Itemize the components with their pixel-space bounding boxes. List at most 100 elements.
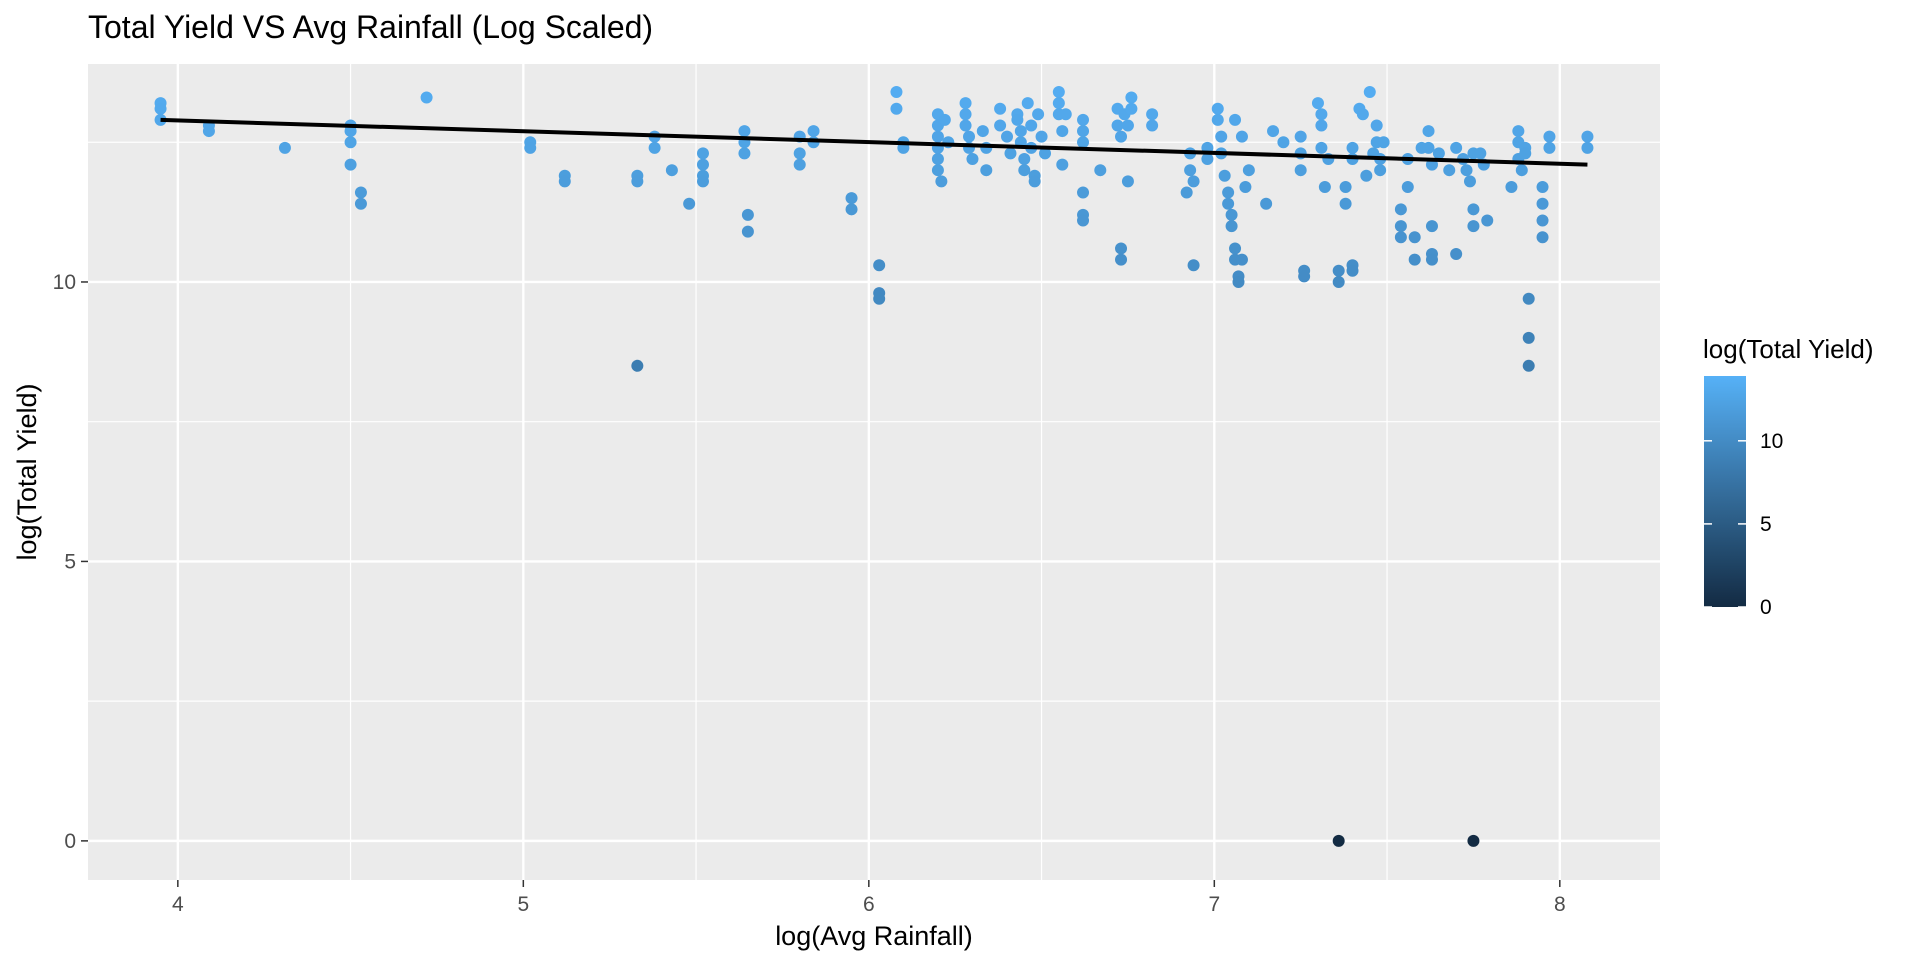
data-point [1187,259,1200,272]
data-point [1146,119,1159,132]
data-point [1543,141,1556,154]
data-point [665,164,678,177]
data-point [1581,130,1594,143]
data-point [1232,275,1245,288]
data-point [1277,136,1290,149]
x-axis: 4 5 6 7 8 [172,880,1566,916]
data-point [741,208,754,221]
data-point [1536,180,1549,193]
x-tick-label: 6 [863,893,875,916]
data-point [1474,147,1487,160]
data-point [1059,108,1072,121]
data-point [1115,130,1128,143]
data-point [1035,130,1048,143]
data-point [1394,231,1407,244]
data-point [558,175,571,188]
legend-title: log(Total Yield) [1703,334,1874,364]
data-point [1235,130,1248,143]
data-point [959,97,972,110]
legend-tick-label: 0 [1760,596,1772,619]
data-point [1187,175,1200,188]
legend: log(Total Yield) 0 5 10 [1703,334,1874,619]
data-point [1180,186,1193,199]
data-point [1467,203,1480,216]
data-point [1077,214,1090,227]
data-point [1011,113,1024,126]
data-point [1004,147,1017,160]
data-point [1315,119,1328,132]
data-point [976,125,989,138]
data-point [1001,130,1014,143]
data-point [1225,220,1238,233]
data-point [1408,231,1421,244]
data-point [1018,153,1031,166]
y-axis: 0 5 10 [53,271,88,853]
data-point [1360,169,1373,182]
data-point [738,125,751,138]
data-point [793,158,806,171]
grid-major [88,64,1660,880]
data-point [1229,113,1242,126]
data-point [1515,164,1528,177]
data-point [1425,253,1438,266]
data-point [741,225,754,238]
x-tick-label: 4 [172,893,184,916]
data-point [873,292,886,305]
legend-ticks: 0 5 10 [1704,430,1783,619]
data-point [931,164,944,177]
data-point [1298,270,1311,283]
data-point [959,108,972,121]
data-point [1581,141,1594,154]
data-point [1056,158,1069,171]
data-point [1077,125,1090,138]
data-point [1056,125,1069,138]
data-point [1394,220,1407,233]
data-point [1339,197,1352,210]
data-point [524,141,537,154]
data-point [1374,164,1387,177]
data-point [1294,164,1307,177]
data-point [1052,97,1065,110]
data-point [959,119,972,132]
legend-tick-label: 10 [1760,430,1783,453]
y-axis-title: log(Total Yield) [12,383,42,560]
data-point [1463,175,1476,188]
y-tick-label: 5 [64,550,76,573]
data-point [1018,164,1031,177]
data-point [1481,214,1494,227]
data-point [1025,119,1038,132]
data-point [1125,91,1138,104]
data-point [873,259,886,272]
data-point [1356,108,1369,121]
data-point [1294,130,1307,143]
data-point [1229,242,1242,255]
data-point [1094,164,1107,177]
data-point [1522,359,1535,372]
data-point [980,164,993,177]
data-point [935,175,948,188]
legend-tick-label: 5 [1760,513,1772,536]
data-point [1211,113,1224,126]
data-point [1218,169,1231,182]
data-point [696,175,709,188]
data-point [1467,834,1480,847]
data-point [1346,264,1359,277]
data-point [1443,164,1456,177]
data-point [1339,180,1352,193]
data-point [1311,97,1324,110]
chart-title: Total Yield VS Avg Rainfall (Log Scaled) [88,9,653,45]
data-point [1318,180,1331,193]
data-point [1032,108,1045,121]
data-point [1422,125,1435,138]
plot-panel [88,64,1660,880]
data-point [1408,253,1421,266]
data-point [1332,834,1345,847]
data-point [963,130,976,143]
data-point [1225,208,1238,221]
data-points [154,85,1594,847]
data-point [1543,130,1556,143]
data-point [1222,186,1235,199]
data-point [845,192,858,205]
data-point [344,136,357,149]
